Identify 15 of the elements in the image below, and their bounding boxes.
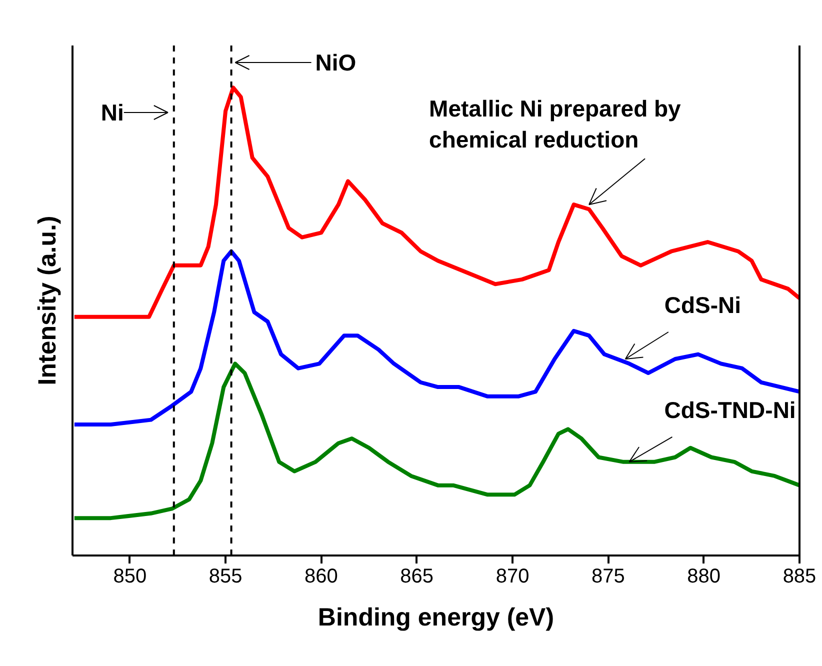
annotation: CdS-Ni	[664, 292, 742, 318]
x-tick-label: 875	[592, 566, 625, 588]
y-axis-title: Intensity (a.u.)	[34, 216, 62, 386]
ref-line-label: Ni	[100, 100, 124, 126]
annotation: CdS-TND-Ni	[664, 396, 796, 423]
x-tick-label: 855	[208, 566, 242, 588]
x-tick-label: 880	[687, 566, 721, 588]
x-tick-label: 865	[400, 566, 434, 588]
x-tick-label: 860	[304, 566, 338, 588]
x-axis-title: Binding energy (eV)	[318, 604, 554, 632]
ref-line-label: NiO	[315, 50, 356, 76]
x-tick-label: 850	[113, 566, 147, 588]
x-tick-label: 870	[496, 566, 530, 588]
annotation: Metallic Ni prepared by chemical reduction	[429, 95, 682, 153]
x-tick-label: 885	[782, 566, 816, 588]
